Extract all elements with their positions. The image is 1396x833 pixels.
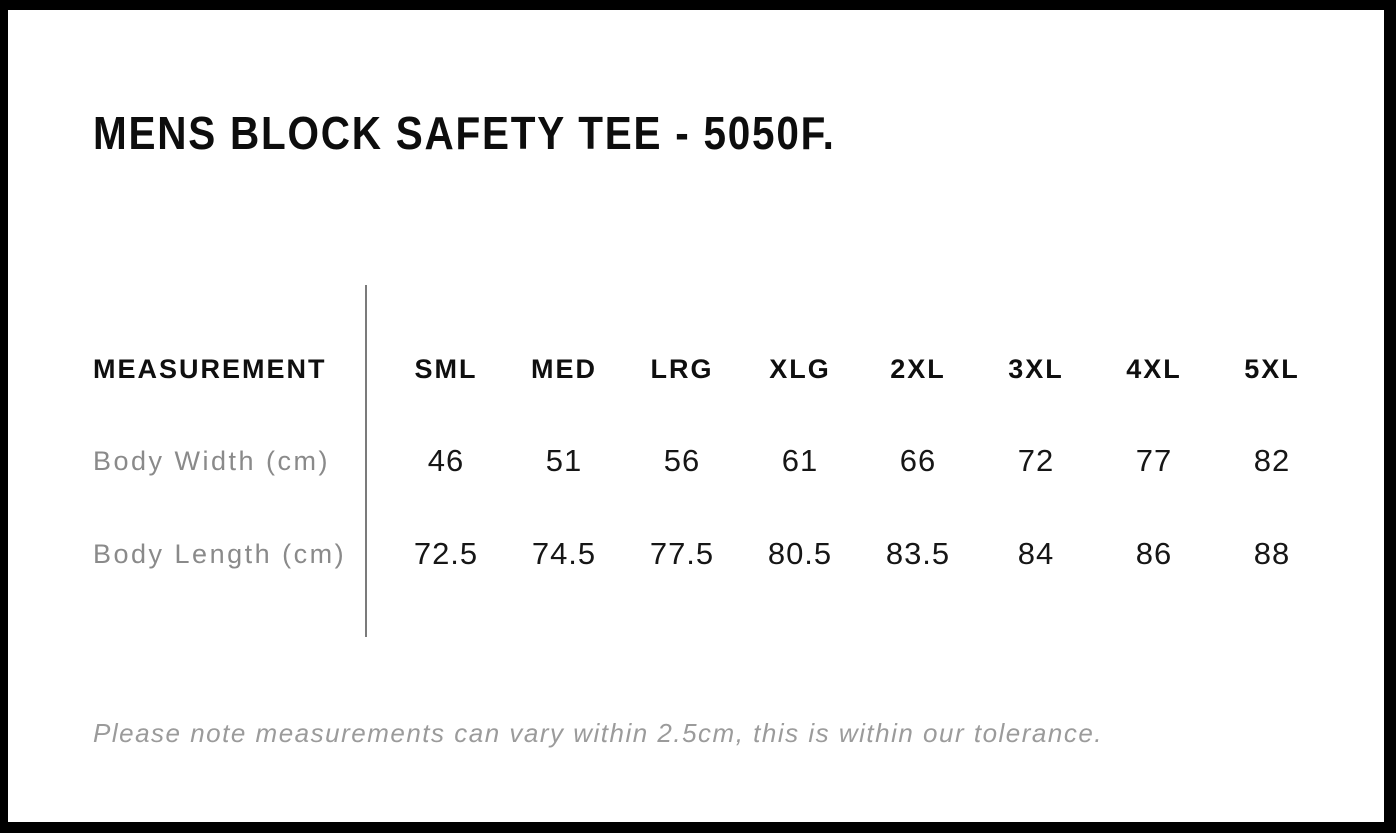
size-header-3xl: 3XL [1008, 353, 1064, 384]
body-width-4xl: 77 [1135, 443, 1173, 478]
vertical-divider [365, 285, 367, 637]
size-header-sml: SML [414, 353, 478, 384]
table-row-body-width: Body Width (cm) 46 51 56 61 66 72 77 82 [93, 436, 1331, 486]
body-width-med: 51 [545, 443, 583, 478]
table-row-body-length: Body Length (cm) 72.5 74.5 77.5 80.5 83.… [93, 529, 1331, 579]
size-header-5xl: 5XL [1244, 353, 1300, 384]
body-length-5xl: 88 [1253, 536, 1291, 571]
body-length-3xl: 84 [1017, 536, 1055, 571]
tolerance-note: Please note measurements can vary within… [93, 718, 1104, 748]
row-label-body-width: Body Width (cm) [93, 445, 331, 476]
body-length-lrg: 77.5 [649, 536, 715, 571]
size-header-xlg: XLG [769, 353, 831, 384]
measurement-column-header: MEASUREMENT [93, 353, 327, 384]
body-width-lrg: 56 [663, 443, 701, 478]
body-length-med: 74.5 [531, 536, 597, 571]
body-width-5xl: 82 [1253, 443, 1291, 478]
body-length-xlg: 80.5 [767, 536, 833, 571]
body-width-sml: 46 [427, 443, 465, 478]
body-length-2xl: 83.5 [885, 536, 951, 571]
row-label-body-length: Body Length (cm) [93, 538, 347, 569]
body-length-sml: 72.5 [413, 536, 479, 571]
page-title: MENS BLOCK SAFETY TEE - 5050F. [93, 107, 836, 159]
size-chart-table: MEASUREMENT SML MED LRG XLG 2XL 3XL 4XL … [93, 285, 1331, 637]
size-header-4xl: 4XL [1126, 353, 1182, 384]
table-header-row: MEASUREMENT SML MED LRG XLG 2XL 3XL 4XL … [93, 344, 1331, 394]
body-width-xlg: 61 [781, 443, 819, 478]
size-header-2xl: 2XL [890, 353, 946, 384]
body-width-3xl: 72 [1017, 443, 1055, 478]
size-header-lrg: LRG [650, 353, 714, 384]
body-width-2xl: 66 [899, 443, 937, 478]
body-length-4xl: 86 [1135, 536, 1173, 571]
size-header-med: MED [531, 353, 597, 384]
